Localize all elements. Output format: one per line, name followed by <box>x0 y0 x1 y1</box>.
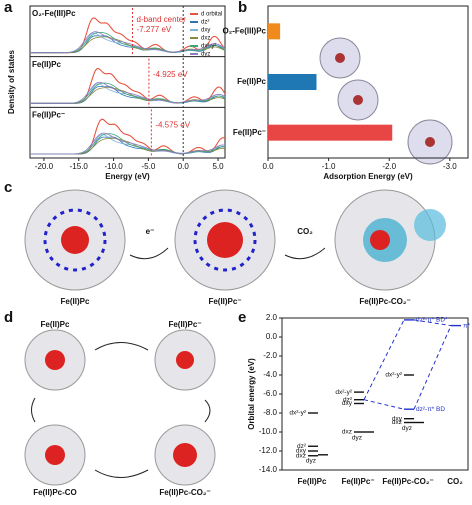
x-tick-label: -10.0 <box>104 162 123 171</box>
legend-label: d orbital <box>201 12 222 18</box>
molecule-cycle <box>24 329 216 486</box>
level-label: dxy <box>296 448 307 455</box>
level-label: dz² <box>343 396 353 403</box>
y-tick-label: -4.0 <box>263 370 277 379</box>
level-label: dyz <box>306 458 316 465</box>
column-label: Fe(II)Pc-CO₂⁻ <box>382 477 433 486</box>
panel-letter: a <box>4 0 13 16</box>
level-label: dx²-y² <box>385 372 402 379</box>
category-label: O₂-Fe(III)Pc <box>222 26 266 35</box>
y-tick-label: -2.0 <box>263 351 277 360</box>
molecule-label: Fe(II)Pc <box>61 297 90 306</box>
legend-label: dz² <box>201 20 209 26</box>
level-label: dx²-y² <box>289 410 306 417</box>
column-label: Fe(II)Pc <box>298 477 327 486</box>
dos-curve <box>30 132 226 155</box>
y-tick-label: -12.0 <box>259 446 278 455</box>
dos-curve <box>30 118 226 155</box>
molecule-art <box>24 37 453 486</box>
x-tick-label: -5.0 <box>141 162 155 171</box>
dos-curve <box>30 31 226 54</box>
level-label: dyz <box>352 435 362 442</box>
x-tick-label: -1.0 <box>322 162 336 171</box>
molecule-label: Fe(II)Pc-CO₂⁻ <box>359 297 410 306</box>
molecule <box>407 119 453 165</box>
legend-label: dx²-y² <box>201 44 216 50</box>
level-label: dx²-y² <box>335 389 352 396</box>
x-tick-label: -2.0 <box>382 162 396 171</box>
arrow-label: e⁻ <box>146 227 155 236</box>
correlation-line <box>363 399 405 410</box>
plot-frame <box>29 5 226 159</box>
x-tick-label: 0.0 <box>178 162 190 171</box>
bar <box>268 124 393 141</box>
molecule-label: Fe(II)Pc⁻ <box>168 320 201 329</box>
bar <box>268 23 281 40</box>
legend: d orbital dz² dxy dxz dx²-y² dyz <box>190 12 222 58</box>
x-tick-label: -15.0 <box>70 162 89 171</box>
y-tick-label: -10.0 <box>259 427 278 436</box>
subplot-name: O₂-Fe(III)Pc <box>32 9 76 18</box>
y-tick-label: 0.0 <box>266 332 278 341</box>
level-label: dxz <box>342 429 352 436</box>
molecule <box>319 37 361 79</box>
column-label: Fe(II)Pc⁻ <box>341 477 374 486</box>
column-label: CO₂ <box>447 477 463 486</box>
y-tick-label: -6.0 <box>263 389 277 398</box>
level-label: dz²-π* BD <box>416 406 445 413</box>
bar <box>268 74 317 90</box>
level-label: π* <box>463 322 470 329</box>
level-label: dz² <box>297 443 307 450</box>
y-axis-label: Orbital energy (eV) <box>247 358 256 430</box>
dos-curve <box>30 17 226 54</box>
x-tick-label: 5.0 <box>212 162 224 171</box>
molecule-label: Fe(II)Pc <box>41 320 70 329</box>
annotation: d-band center <box>137 15 187 24</box>
molecule-label: Fe(II)Pc⁻ <box>208 297 241 306</box>
correlation-line <box>413 319 452 327</box>
level-label: dxy <box>342 400 353 407</box>
level-label: dxz <box>392 419 402 426</box>
subplot-name: Fe(II)Pc⁻ <box>32 110 65 119</box>
d-band-value: -7.277 eV <box>137 25 172 34</box>
plot-frame <box>281 317 469 471</box>
x-axis-label: Adsorption Energy (eV) <box>323 172 413 181</box>
panel-letter: d <box>4 309 13 326</box>
level-label: dyz <box>402 425 412 432</box>
panel-letter: e <box>238 309 246 326</box>
legend-label: dxz <box>201 36 210 42</box>
legend-label: dyz <box>201 52 210 58</box>
molecule-label: Fe(II)Pc-CO₂⁻ <box>159 488 210 497</box>
dos-curve <box>30 81 226 104</box>
x-tick-label: 0.0 <box>262 162 274 171</box>
category-label: Fe(II)Pc⁻ <box>233 128 266 137</box>
molecule-label: Fe(II)Pc-CO <box>33 488 77 497</box>
panel-letter: c <box>4 179 12 196</box>
x-axis-label: Energy (eV) <box>105 172 150 181</box>
correlation-line <box>413 325 452 410</box>
x-tick-label: -20.0 <box>35 162 54 171</box>
dos-curve <box>30 67 226 104</box>
molecule-row <box>24 189 446 291</box>
legend-label: dxy <box>201 28 210 34</box>
panel-letter: b <box>238 0 247 16</box>
subplot-name: Fe(II)Pc <box>32 60 61 69</box>
level-label: dxy <box>392 415 403 422</box>
level-label: dxz <box>296 452 306 459</box>
y-axis-label: Density of states <box>7 49 16 114</box>
category-label: Fe(II)Pc <box>237 77 266 86</box>
d-band-value: -4.575 eV <box>155 120 190 129</box>
arrow-label: CO₂ <box>297 227 313 236</box>
molecule <box>337 79 379 121</box>
y-tick-label: -14.0 <box>259 465 278 474</box>
correlation-line <box>363 319 405 400</box>
x-tick-label: -3.0 <box>443 162 457 171</box>
y-tick-label: 2.0 <box>266 313 278 322</box>
level-label: dz²-π* BD* <box>416 317 448 324</box>
y-tick-label: -8.0 <box>263 408 277 417</box>
d-band-value: -4.925 eV <box>153 70 188 79</box>
